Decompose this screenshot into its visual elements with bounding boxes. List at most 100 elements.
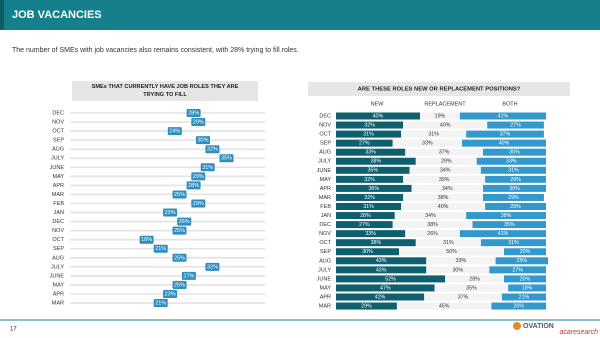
bar-segment	[336, 203, 402, 210]
bar-segment	[480, 239, 546, 247]
value-label: 31%	[443, 240, 454, 246]
row-label: DEC	[319, 222, 331, 228]
bar-segment	[396, 302, 492, 310]
bar-segment	[336, 193, 404, 201]
value-label: 27%	[359, 222, 370, 228]
value-label: 35%	[504, 222, 515, 228]
brand: acaresearch	[559, 329, 598, 336]
bar-segment	[420, 112, 460, 120]
bar-segment	[424, 293, 502, 301]
value-label: 43%	[376, 258, 387, 264]
value-label: 32%	[207, 264, 218, 270]
value-label: 32%	[364, 177, 375, 183]
value-label: 28%	[469, 276, 480, 282]
bar-segment	[480, 166, 546, 174]
value-label: 36%	[368, 186, 379, 192]
bar-segment	[336, 248, 399, 256]
bar-segment	[426, 257, 496, 265]
value-label: 30%	[509, 150, 520, 156]
dot-label-box	[167, 127, 182, 136]
logo: OVATION	[523, 323, 554, 330]
bar-segment	[403, 175, 486, 183]
bar-segment	[336, 275, 446, 283]
value-label: 52%	[385, 276, 396, 282]
value-label: 26%	[427, 231, 438, 237]
bar-segment	[336, 184, 412, 192]
bar-segment	[405, 148, 483, 156]
bar-segment	[415, 157, 477, 165]
value-label: 47%	[380, 285, 391, 291]
value-label: 25%	[174, 192, 185, 198]
value-label: 50%	[446, 249, 457, 255]
bar-segment	[392, 139, 462, 147]
dot-label-box	[153, 299, 168, 308]
value-label: 33%	[506, 159, 517, 165]
value-label: 30%	[362, 249, 373, 255]
value-label: 31%	[363, 204, 374, 210]
value-label: 41%	[498, 113, 509, 119]
row-label: MAY	[52, 282, 64, 288]
row-label: JUNE	[317, 168, 332, 174]
bar-segment	[336, 157, 416, 165]
dot-label-box	[219, 154, 234, 163]
row-label: NOV	[52, 120, 64, 126]
dot-label-box	[186, 109, 201, 117]
bar-segment	[466, 212, 546, 220]
value-label: 34%	[425, 213, 436, 219]
dot-label-box	[163, 208, 178, 217]
bar-segment	[501, 293, 546, 301]
right-title-box	[308, 82, 570, 96]
row-label: APR	[53, 291, 64, 297]
bar-segment	[472, 221, 546, 229]
value-label: 30%	[509, 186, 520, 192]
bar-segment	[485, 175, 546, 183]
bar-segment	[336, 175, 404, 183]
page-number: 17	[10, 327, 17, 333]
value-label: 35%	[466, 285, 477, 291]
bar-segment	[336, 121, 404, 129]
bar-segment	[403, 121, 488, 129]
value-label: 27%	[510, 122, 521, 128]
dot-label-box	[172, 226, 187, 235]
bar-segment	[399, 248, 504, 256]
value-label: 29%	[193, 120, 204, 126]
row-label: OCT	[52, 237, 64, 243]
row-label: DEC	[52, 219, 64, 225]
value-label: 31%	[508, 240, 519, 246]
bar-segment	[495, 257, 549, 265]
value-label: 29%	[193, 174, 204, 180]
row-label: SEP	[320, 249, 331, 255]
row-label: DEC	[52, 110, 64, 116]
dot-label-box	[177, 217, 192, 226]
row-label: JULY	[318, 159, 331, 165]
bar-segment	[336, 212, 395, 220]
row-label: FEB	[53, 201, 64, 207]
value-label: 26%	[513, 303, 524, 309]
value-label: 40%	[438, 204, 449, 210]
value-label: 31%	[202, 165, 213, 171]
value-label: 40%	[440, 122, 451, 128]
bar-segment	[336, 148, 406, 156]
row-label: DEC	[319, 113, 331, 119]
dot-label-box	[186, 181, 201, 190]
bar-segment	[336, 284, 435, 292]
value-label: 45%	[439, 303, 450, 309]
left-title-box	[72, 81, 258, 101]
value-label: 29%	[193, 201, 204, 207]
dot-label-box	[205, 145, 220, 154]
bar-segment	[336, 112, 420, 120]
bar-segment	[336, 293, 425, 301]
page-title: JOB VACANCIES	[12, 9, 102, 21]
bar-segment	[508, 284, 546, 292]
value-label: 29%	[361, 303, 372, 309]
value-label: 21%	[155, 246, 166, 252]
value-label: 38%	[371, 159, 382, 165]
bar-segment	[336, 239, 416, 247]
subtitle: The number of SMEs with job vacancies al…	[12, 47, 299, 54]
value-label: 38%	[371, 240, 382, 246]
value-label: 29%	[441, 159, 452, 165]
row-label: OCT	[52, 129, 64, 135]
row-label: JULY	[51, 156, 64, 162]
dot-label-box	[205, 262, 220, 271]
bar-segment	[476, 157, 546, 165]
